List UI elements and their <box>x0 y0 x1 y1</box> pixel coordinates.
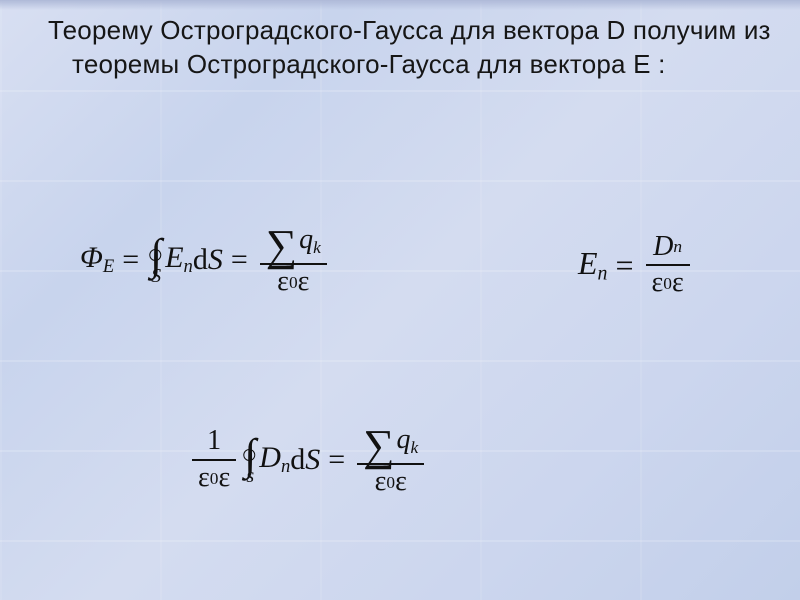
equals-sign: = <box>231 243 248 277</box>
integrand-En: En <box>165 241 193 278</box>
phi-symbol: ΦE <box>80 241 114 278</box>
sum-term-qk: qk <box>397 425 419 457</box>
slide-heading: Теорему Остроградского-Гаусса для вектор… <box>48 14 776 82</box>
sigma-icon: ∑ <box>363 426 394 466</box>
rhs-fraction: Dn ε0ε <box>646 232 690 300</box>
formula-flux-e: ΦE = ∫ S En dS = <box>80 222 331 298</box>
surface-integral: ∫ s <box>244 433 256 486</box>
numerator-one: 1 <box>201 426 227 457</box>
formula-flux-d: 1 ε0ε ∫ s Dn dS <box>188 422 428 498</box>
oint-icon: ∫ <box>150 233 162 277</box>
denominator-eps0eps: ε0ε <box>271 267 315 298</box>
rhs-fraction: ∑ qk ε0ε <box>357 422 424 498</box>
denominator-eps0eps: ε0ε <box>646 268 690 299</box>
oint-icon: ∫ <box>244 433 256 477</box>
formula-en-dn: En = Dn ε0ε <box>578 232 694 300</box>
slide: Теорему Остроградского-Гаусса для вектор… <box>0 0 800 600</box>
denominator-eps0eps: ε0ε <box>369 467 413 498</box>
left-fraction: 1 ε0ε <box>192 426 236 494</box>
equals-sign: = <box>122 243 139 277</box>
differential-dS: dS <box>193 243 223 277</box>
surface-integral: ∫ S <box>150 233 162 286</box>
sum-term-qk: qk <box>299 225 321 257</box>
equals-sign: = <box>615 247 633 284</box>
differential-dS: dS <box>290 443 320 477</box>
sigma-icon: ∑ <box>266 226 297 266</box>
lhs-En: En <box>578 245 607 286</box>
denominator-eps0eps: ε0ε <box>192 463 236 494</box>
rhs-fraction: ∑ qk ε0ε <box>260 222 327 298</box>
numerator-Dn: Dn <box>647 232 688 263</box>
integrand-Dn: Dn <box>259 441 290 478</box>
equals-sign: = <box>328 443 345 477</box>
